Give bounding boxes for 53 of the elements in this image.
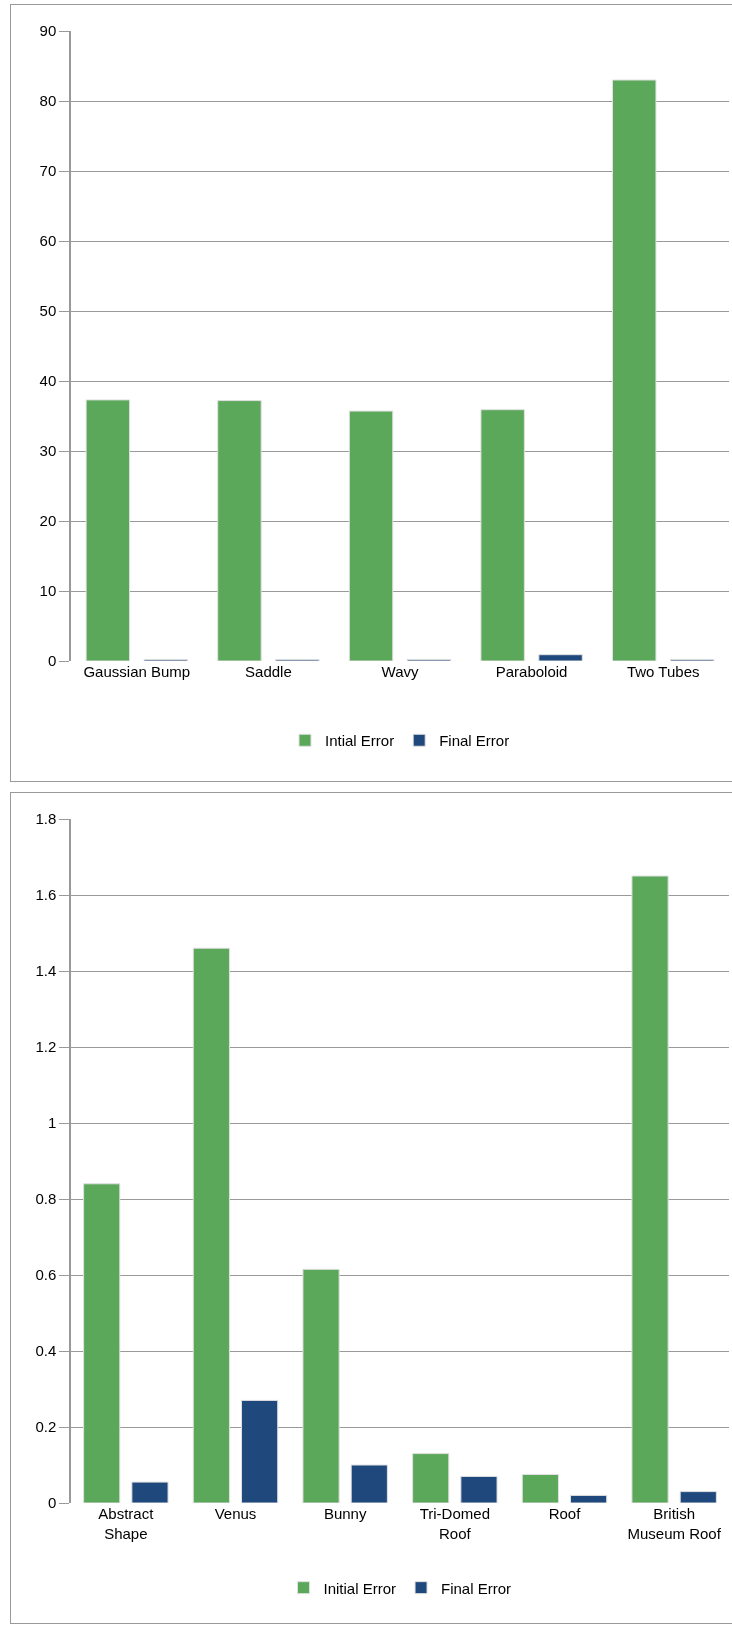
x-tick-label: Bunny (323, 1505, 367, 1522)
legend-label: Initial Error (323, 1579, 397, 1597)
bar (412, 1453, 450, 1503)
bar (83, 1183, 121, 1503)
bar (348, 410, 394, 661)
y-tick-label: 1.8 (35, 810, 57, 828)
bar (631, 875, 669, 1503)
y-tick-label: 0 (47, 652, 57, 670)
bar (460, 1475, 498, 1503)
x-tick-label: Two Tubes (626, 663, 700, 680)
bar (679, 1491, 717, 1503)
y-tick-label: 70 (39, 162, 57, 180)
y-tick-label: 1.6 (35, 886, 57, 904)
bar (480, 409, 525, 661)
bar (570, 1494, 608, 1503)
bar (192, 947, 230, 1503)
y-tick-label: 90 (39, 22, 57, 40)
bar (538, 654, 583, 661)
x-tick-label: Roof (548, 1505, 582, 1522)
y-tick-label: 1 (47, 1114, 57, 1132)
bar (521, 1474, 559, 1503)
legend-label: Final Error (439, 732, 510, 750)
x-tick-label: Gaussian Bump (83, 663, 191, 680)
x-tick-label: Venus (214, 1505, 257, 1522)
y-tick-label: 0 (47, 1494, 57, 1512)
x-tick-label: Tri-Domed Roof (419, 1505, 490, 1542)
y-tick-label: 0.4 (35, 1342, 57, 1360)
y-tick-label: 1.2 (35, 1038, 57, 1056)
legend-label: Final Error (441, 1579, 512, 1597)
y-tick-label: 40 (39, 372, 57, 390)
x-tick-label: Paraboloid (495, 663, 568, 680)
legend-label: Intial Error (325, 732, 395, 750)
bar (85, 399, 131, 661)
bar (302, 1268, 340, 1503)
x-tick-label: Saddle (245, 663, 292, 680)
bar (350, 1464, 388, 1503)
y-tick-label: 60 (39, 232, 57, 250)
x-tick-label: British Museum Roof (627, 1505, 722, 1542)
y-tick-label: 0.2 (35, 1418, 57, 1436)
bar (131, 1481, 169, 1503)
y-tick-label: 30 (39, 442, 57, 460)
y-tick-label: 50 (39, 302, 57, 320)
y-tick-label: 80 (39, 92, 57, 110)
bar (612, 79, 657, 661)
y-tick-label: 10 (39, 582, 57, 600)
y-tick-label: 0.6 (35, 1266, 57, 1284)
bar (241, 1399, 279, 1503)
y-tick-label: 20 (39, 512, 57, 530)
y-tick-label: 0.8 (35, 1190, 57, 1208)
x-tick-label: Wavy (381, 663, 419, 680)
x-tick-label: Abstract Shape (98, 1505, 155, 1542)
y-tick-label: 1.4 (35, 962, 57, 980)
bar (217, 400, 262, 661)
